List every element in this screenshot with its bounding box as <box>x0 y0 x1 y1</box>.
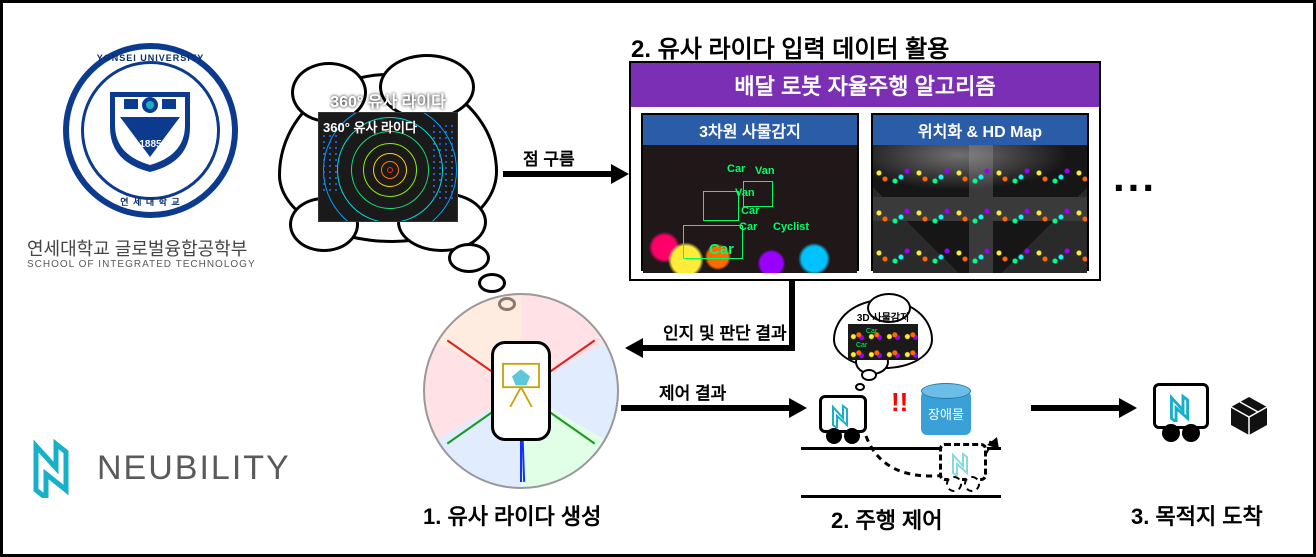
obstacle-label: 장애물 <box>928 404 964 423</box>
algorithm-panel: 배달 로봇 자율주행 알고리즘 3차원 사물감지 Car Van Van Car… <box>629 61 1101 281</box>
seal-year: 1885 <box>63 139 238 150</box>
step1-label: 1. 유사 라이다 생성 <box>423 499 601 531</box>
step3-label: 3. 목적지 도착 <box>1131 499 1263 531</box>
sensor-circle-diagram <box>423 293 619 489</box>
seal-bottom-text: 연 세 대 학 교 <box>63 195 238 208</box>
step2-label: 2. 주행 제어 <box>831 503 943 535</box>
obstacle-cylinder: 장애물 <box>921 391 971 435</box>
arrow-to-destination <box>1031 405 1121 411</box>
mini-thought-title: 3D 사물감지 <box>857 309 909 324</box>
arrow-perception-v <box>789 281 795 351</box>
robot-ghost <box>939 443 987 481</box>
package-icon <box>1229 395 1269 435</box>
university-name: 연세대학교 글로벌융합공학부 <box>27 235 247 261</box>
exclaim-icon: !! <box>891 387 908 418</box>
arrow-label-pointcloud: 점 구름 <box>523 145 575 170</box>
robot-driving <box>819 395 867 433</box>
arrow-perception-h <box>643 345 795 351</box>
thought-title: 360° 유사 라이다 <box>330 94 446 111</box>
neubility-icon <box>33 438 87 498</box>
arrow-control <box>621 405 791 411</box>
seal-top-text: YONSEI UNIVERSITY <box>63 53 238 63</box>
yonsei-seal: YONSEI UNIVERSITY 연 세 대 학 교 1885 <box>63 43 238 218</box>
algo-title: 배달 로봇 자율주행 알고리즘 <box>631 63 1099 107</box>
subpanel-hdmap: 위치화 & HD Map <box>871 113 1089 271</box>
university-sub: SCHOOL OF INTEGRATED TECHNOLOGY <box>27 259 256 270</box>
robot-top-view <box>491 341 551 441</box>
neubility-logo: NEUBILITY <box>33 438 291 498</box>
sub1-title: 3차원 사물감지 <box>643 115 857 145</box>
robot-arrived <box>1153 383 1209 429</box>
ellipsis-icon: ... <box>1113 153 1157 201</box>
neubility-text: NEUBILITY <box>97 449 291 488</box>
det-label: Cyclist <box>773 221 809 233</box>
subpanel-3d-detect: 3차원 사물감지 Car Van Van Car Car Cyclist Car <box>641 113 859 271</box>
arrow-label-control: 제어 결과 <box>659 379 726 404</box>
lidar-visualization: 360° 유사 라이다 <box>318 112 458 222</box>
det-label: Car <box>727 163 745 175</box>
det-label: Van <box>755 165 775 177</box>
arrow-pointcloud <box>503 171 613 177</box>
ground-line-2 <box>801 495 1001 498</box>
arrow-label-perception: 인지 및 판단 결과 <box>663 319 787 344</box>
mini-thought-3d: 3D 사물감지 Car Car <box>833 299 933 369</box>
sub2-title: 위치화 & HD Map <box>873 115 1087 145</box>
thought-bubble-lidar: 360° 유사 라이다 360° 유사 라이다 <box>278 73 498 243</box>
step2-input-label: 2. 유사 라이다 입력 데이터 활용 <box>631 29 949 64</box>
